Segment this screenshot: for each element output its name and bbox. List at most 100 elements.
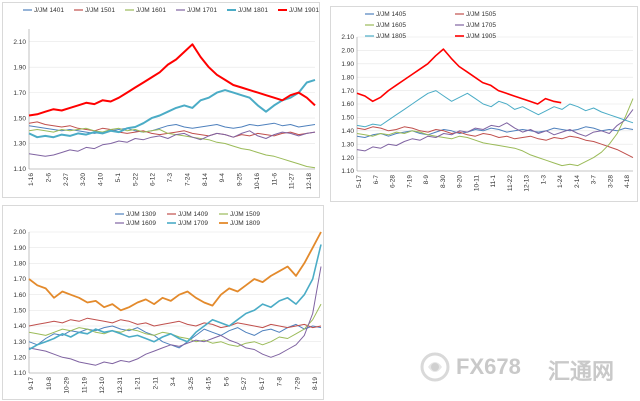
y-tick-label: 1.50 xyxy=(13,308,26,315)
x-tick-label: 10-29 xyxy=(64,377,71,394)
x-tick-label: 2-27 xyxy=(63,173,70,186)
fx678-logo-icon xyxy=(420,352,450,382)
y-tick-label: 1.40 xyxy=(13,323,26,330)
legend-label: J/JM 1401 xyxy=(34,7,64,14)
legend-label: J/JM 1601 xyxy=(136,7,166,14)
x-tick-label: 6-28 xyxy=(390,175,397,188)
legend-label: J/JM 1709 xyxy=(178,220,208,227)
series-line-j-jm-1601 xyxy=(28,127,316,169)
x-tick-label: 10-8 xyxy=(46,377,53,390)
x-tick-label: 12-18 xyxy=(306,173,313,190)
series-line-j-jm-1901 xyxy=(28,43,316,117)
x-tick-label: 9-20 xyxy=(457,175,464,188)
x-tick-label: 8-9 xyxy=(423,175,430,185)
y-tick-label: 1.40 xyxy=(341,128,354,135)
y-tick-label: 2.00 xyxy=(13,229,26,236)
x-tick-label: 7-3 xyxy=(167,173,174,183)
chart-panel-coke-1309-1809: 1.10 1.20 1.30 1.40 1.50 1.60 1.70 1.80 1.90 2.00… xyxy=(2,205,324,400)
series-line-j-jm-1809 xyxy=(28,231,322,312)
x-tick-label: 9-25 xyxy=(237,173,244,186)
x-tick-label: 4-18 xyxy=(624,175,631,188)
legend-label: J/JM 1501 xyxy=(85,7,115,14)
series-line-j-jm-1805 xyxy=(356,90,634,128)
legend-label: J/JM 1701 xyxy=(187,7,217,14)
y-tick-label: 1.10 xyxy=(13,166,26,173)
y-tick-label: 1.30 xyxy=(13,339,26,346)
watermark-brand: FX678 xyxy=(456,354,521,379)
chart-svg-1: 1.10 1.30 1.50 1.70 1.90 2.10 1-16 2-6 2-27 3-20 4… xyxy=(13,7,319,190)
chart-panel-coke-1401-1901: 1.10 1.30 1.50 1.70 1.90 2.10 1-16 2-6 2-27 3-20 4… xyxy=(2,2,320,198)
chart-svg-2: 1.10 1.20 1.30 1.40 1.50 1.60 1.70 1.80 1.90 2.00… xyxy=(341,11,634,192)
x-tick-label: 6-7 xyxy=(373,175,380,185)
y-tick-label: 2.10 xyxy=(341,34,354,41)
y-tick-label: 1.80 xyxy=(341,74,354,81)
y-tick-label: 1.30 xyxy=(13,141,26,148)
y-tick-label: 1.90 xyxy=(13,245,26,252)
x-tick-label: 3-25 xyxy=(188,377,195,390)
x-tick-label: 3-7 xyxy=(591,175,598,185)
x-tick-label: 8-14 xyxy=(202,173,209,186)
legend-label: J/JM 1509 xyxy=(230,211,260,218)
series-line-j-jm-1505 xyxy=(356,126,634,159)
y-tick-label: 1.20 xyxy=(13,355,26,362)
legend-label: J/JM 1609 xyxy=(126,220,156,227)
x-tick-label: 6-17 xyxy=(259,377,266,390)
x-tick-label: 11-6 xyxy=(271,173,278,186)
x-tick-label: 10-11 xyxy=(473,175,480,192)
x-tick-label: 10-16 xyxy=(254,173,261,190)
legend-label: J/JM 1409 xyxy=(178,211,208,218)
series-line-j-jm-1605 xyxy=(356,98,634,167)
series-line-j-jm-1401 xyxy=(28,122,316,134)
x-tick-label: 7-8 xyxy=(277,377,284,387)
x-tick-label: 5-27 xyxy=(241,377,248,390)
y-tick-label: 1.90 xyxy=(13,64,26,71)
watermark: FX678 汇通网 xyxy=(420,348,640,388)
x-tick-label: 7-19 xyxy=(406,175,413,188)
x-tick-label: 1-21 xyxy=(135,377,142,390)
y-tick-label: 1.70 xyxy=(13,276,26,283)
x-tick-label: 7-29 xyxy=(294,377,301,390)
y-tick-label: 1.50 xyxy=(13,115,26,122)
x-tick-label: 12-13 xyxy=(524,175,531,192)
legend-label: J/JM 1901 xyxy=(289,7,319,14)
x-tick-label: 6-12 xyxy=(150,173,157,186)
x-tick-label: 12-10 xyxy=(99,377,106,394)
x-tick-label: 5-17 xyxy=(356,175,363,188)
x-tick-label: 5-22 xyxy=(132,173,139,186)
series-line-j-jm-1701 xyxy=(28,130,316,157)
legend-label: J/JM 1405 xyxy=(376,11,406,18)
legend-label: J/JM 1805 xyxy=(376,33,406,40)
x-tick-label: 11-19 xyxy=(81,377,88,394)
x-tick-label: 12-31 xyxy=(117,377,124,394)
legend-label: J/JM 1705 xyxy=(466,22,496,29)
y-tick-label: 1.60 xyxy=(13,292,26,299)
y-tick-label: 1.10 xyxy=(13,370,26,377)
y-tick-label: 1.70 xyxy=(13,90,26,97)
legend-label: J/JM 1505 xyxy=(466,11,496,18)
x-tick-label: 1-24 xyxy=(557,175,564,188)
legend-label: J/JM 1605 xyxy=(376,22,406,29)
legend-label: J/JM 1905 xyxy=(466,33,496,40)
x-tick-label: 1-16 xyxy=(28,173,35,186)
y-tick-label: 1.50 xyxy=(341,115,354,122)
series-line-j-jm-1309 xyxy=(28,323,322,349)
series-line-j-jm-1409 xyxy=(28,317,322,329)
x-tick-label: 11-22 xyxy=(507,175,514,192)
y-tick-label: 1.10 xyxy=(341,168,354,175)
y-tick-label: 2.10 xyxy=(13,39,26,46)
x-tick-label: 9-17 xyxy=(28,377,35,390)
y-tick-label: 1.90 xyxy=(341,61,354,68)
x-tick-label: 3-4 xyxy=(170,377,177,387)
series-line-j-jm-1609 xyxy=(28,266,322,366)
series-line-j-jm-1705 xyxy=(356,109,634,152)
legend-label: J/JM 1809 xyxy=(230,220,260,227)
x-tick-label: 2-6 xyxy=(45,173,52,183)
x-tick-label: 7-24 xyxy=(184,173,191,186)
series-line-j-jm-1801 xyxy=(28,78,316,139)
x-tick-label: 11-27 xyxy=(289,173,296,190)
x-tick-label: 9-4 xyxy=(219,173,226,183)
series-line-j-jm-1709 xyxy=(28,244,322,351)
x-tick-label: 8-19 xyxy=(312,377,319,390)
series-line-j-jm-1405 xyxy=(356,126,634,138)
x-tick-label: 3-20 xyxy=(80,173,87,186)
